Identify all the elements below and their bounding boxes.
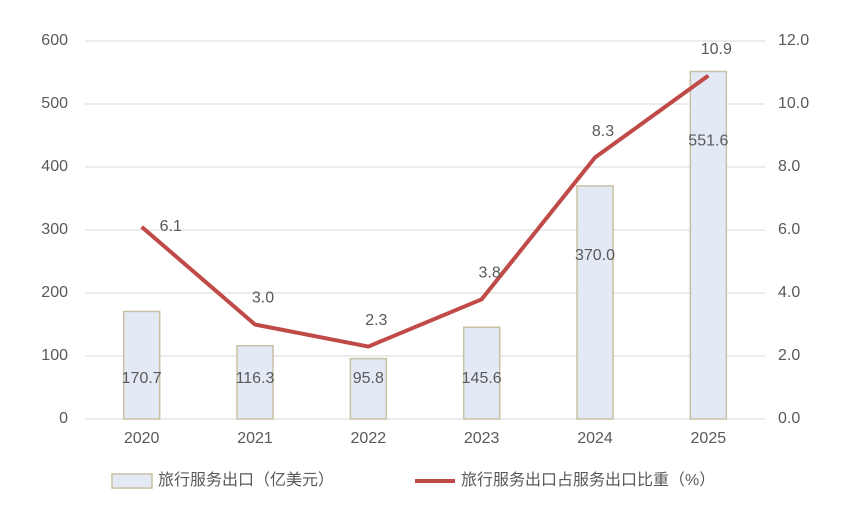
y-tick-label: 300 [41,221,68,238]
y2-tick-label: 0.0 [778,410,800,427]
bar-value-label: 95.8 [353,370,384,387]
line [140,74,710,349]
legend-label: 旅行服务出口占服务出口比重（%） [461,471,715,489]
x-tick-label: 2021 [237,430,273,447]
x-tick-label: 2024 [577,430,613,447]
y-tick-label: 400 [41,158,68,175]
y-tick-label: 600 [41,32,68,49]
bar-value-label: 145.6 [462,370,502,387]
bar [462,326,501,420]
line-value-label: 10.9 [701,41,732,58]
bar [236,344,274,420]
x-tick-label: 2020 [124,430,160,447]
y2-tick-label: 6.0 [778,221,800,238]
x-tick-label: 2023 [464,430,500,447]
line-value-label: 2.3 [365,312,387,329]
bar-value-label: 116.3 [236,370,275,387]
y2-tick-label: 4.0 [778,284,800,301]
x-tick-label: 2022 [351,430,387,447]
y-tick-label: 100 [41,347,68,364]
bar [349,357,388,420]
bar-value-label: 551.6 [688,133,728,150]
y2-tick-label: 2.0 [778,347,800,364]
bar-value-label: 370.0 [575,247,615,264]
y2-tick-label: 12.0 [778,32,809,49]
bar-value-label: 170.7 [122,370,162,387]
y2-tick-label: 8.0 [778,158,800,175]
line-value-label: 8.3 [592,123,614,140]
bar [689,70,728,420]
y2-tick-label: 10.0 [778,95,809,112]
line-value-label: 3.8 [479,265,501,282]
x-tick-label: 2025 [691,430,727,447]
line-value-label: 3.0 [252,290,274,307]
line-value-label: 6.1 [160,218,182,235]
y-tick-label: 500 [41,95,68,112]
legend-swatch [111,473,153,489]
y-tick-label: 0 [59,410,68,427]
bar [122,310,161,420]
bar [576,185,614,420]
legend-label: 旅行服务出口（亿美元） [158,471,334,489]
y-tick-label: 200 [41,284,68,301]
